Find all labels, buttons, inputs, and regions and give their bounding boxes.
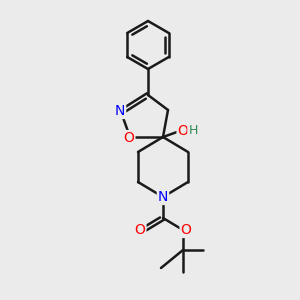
Text: O: O	[181, 223, 191, 237]
Text: O: O	[124, 131, 134, 145]
Text: O: O	[135, 223, 146, 237]
Text: H: H	[188, 124, 198, 137]
Text: O: O	[178, 124, 188, 138]
Text: N: N	[158, 190, 168, 204]
Text: N: N	[115, 104, 125, 118]
